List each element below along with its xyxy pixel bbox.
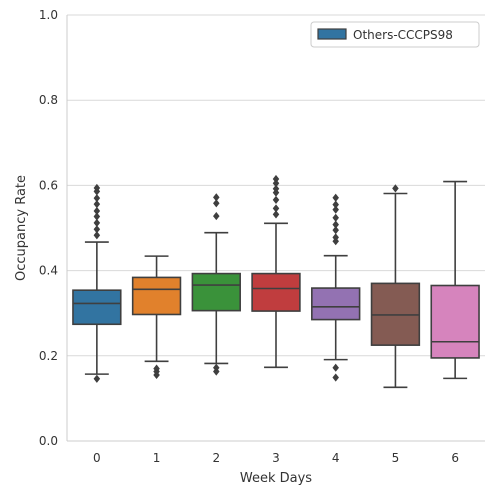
tick-labels: 0.0 0.2 0.4 0.6 0.8 1.0 0 1 2 3 4 5 6 <box>39 8 459 465</box>
box-group-6 <box>430 180 480 380</box>
outlier-point <box>272 184 280 193</box>
box-iqr <box>131 276 182 316</box>
outlier-point <box>93 194 101 203</box>
outlier-point <box>93 225 101 234</box>
outlier-point <box>213 211 220 221</box>
outlier-point <box>93 206 101 216</box>
x-tick-label: 0 <box>93 451 101 465</box>
legend-swatch <box>317 28 347 40</box>
y-tick-label: 0.2 <box>39 349 58 363</box>
outlier-point <box>332 200 339 209</box>
outlier-point <box>392 184 399 193</box>
legend-label: Others-CCCPS98 <box>353 28 453 42</box>
x-tick-label: 1 <box>153 451 161 465</box>
box-group-5 <box>370 184 421 389</box>
outlier-point <box>272 174 280 184</box>
box-iqr <box>430 284 480 359</box>
outlier-point <box>332 193 339 202</box>
outlier-point <box>272 195 280 204</box>
outlier-point <box>332 226 339 235</box>
outlier-point <box>272 210 280 219</box>
box-iqr <box>251 272 301 312</box>
x-tick-label: 4 <box>332 451 340 465</box>
box-group-2 <box>191 193 241 376</box>
outlier-point <box>93 200 101 209</box>
outlier-point <box>272 204 280 213</box>
box-iqr <box>72 289 122 326</box>
outlier-point <box>93 183 101 193</box>
outlier-point <box>332 220 339 229</box>
box-group-4 <box>311 193 361 382</box>
legend: Others-CCCPS98 <box>310 21 480 48</box>
y-tick-label: 0.4 <box>39 264 58 278</box>
y-tick-label: 1.0 <box>39 8 58 22</box>
x-axis-title: Week Days <box>240 471 312 486</box>
outlier-point <box>332 363 339 372</box>
y-axis-title: Occupancy Rate <box>14 175 29 281</box>
box-group-1 <box>131 255 182 380</box>
outlier-point <box>153 364 160 373</box>
box-group-3 <box>251 174 301 369</box>
box-iqr <box>191 272 241 312</box>
outlier-point <box>93 212 101 221</box>
outlier-point <box>332 373 339 382</box>
outlier-point <box>332 205 339 214</box>
outlier-point <box>272 179 280 188</box>
outlier-point <box>213 199 220 208</box>
outlier-point <box>213 363 220 372</box>
y-tick-label: 0.0 <box>39 434 58 448</box>
boxes <box>72 174 480 389</box>
x-tick-label: 5 <box>392 451 400 465</box>
x-tick-label: 6 <box>451 451 459 465</box>
x-tick-label: 3 <box>272 451 280 465</box>
outlier-point <box>332 233 339 242</box>
outlier-point <box>93 374 101 383</box>
axes <box>66 15 485 442</box>
outlier-point <box>93 218 101 227</box>
outlier-point <box>213 193 220 202</box>
legend-frame <box>310 21 480 48</box>
outlier-point <box>93 231 101 240</box>
box-iqr <box>311 287 361 321</box>
y-tick-label: 0.6 <box>39 178 58 192</box>
y-tick-label: 0.8 <box>39 93 58 107</box>
box-group-0 <box>72 183 122 383</box>
x-tick-label: 2 <box>212 451 220 465</box>
outlier-point <box>332 213 339 222</box>
